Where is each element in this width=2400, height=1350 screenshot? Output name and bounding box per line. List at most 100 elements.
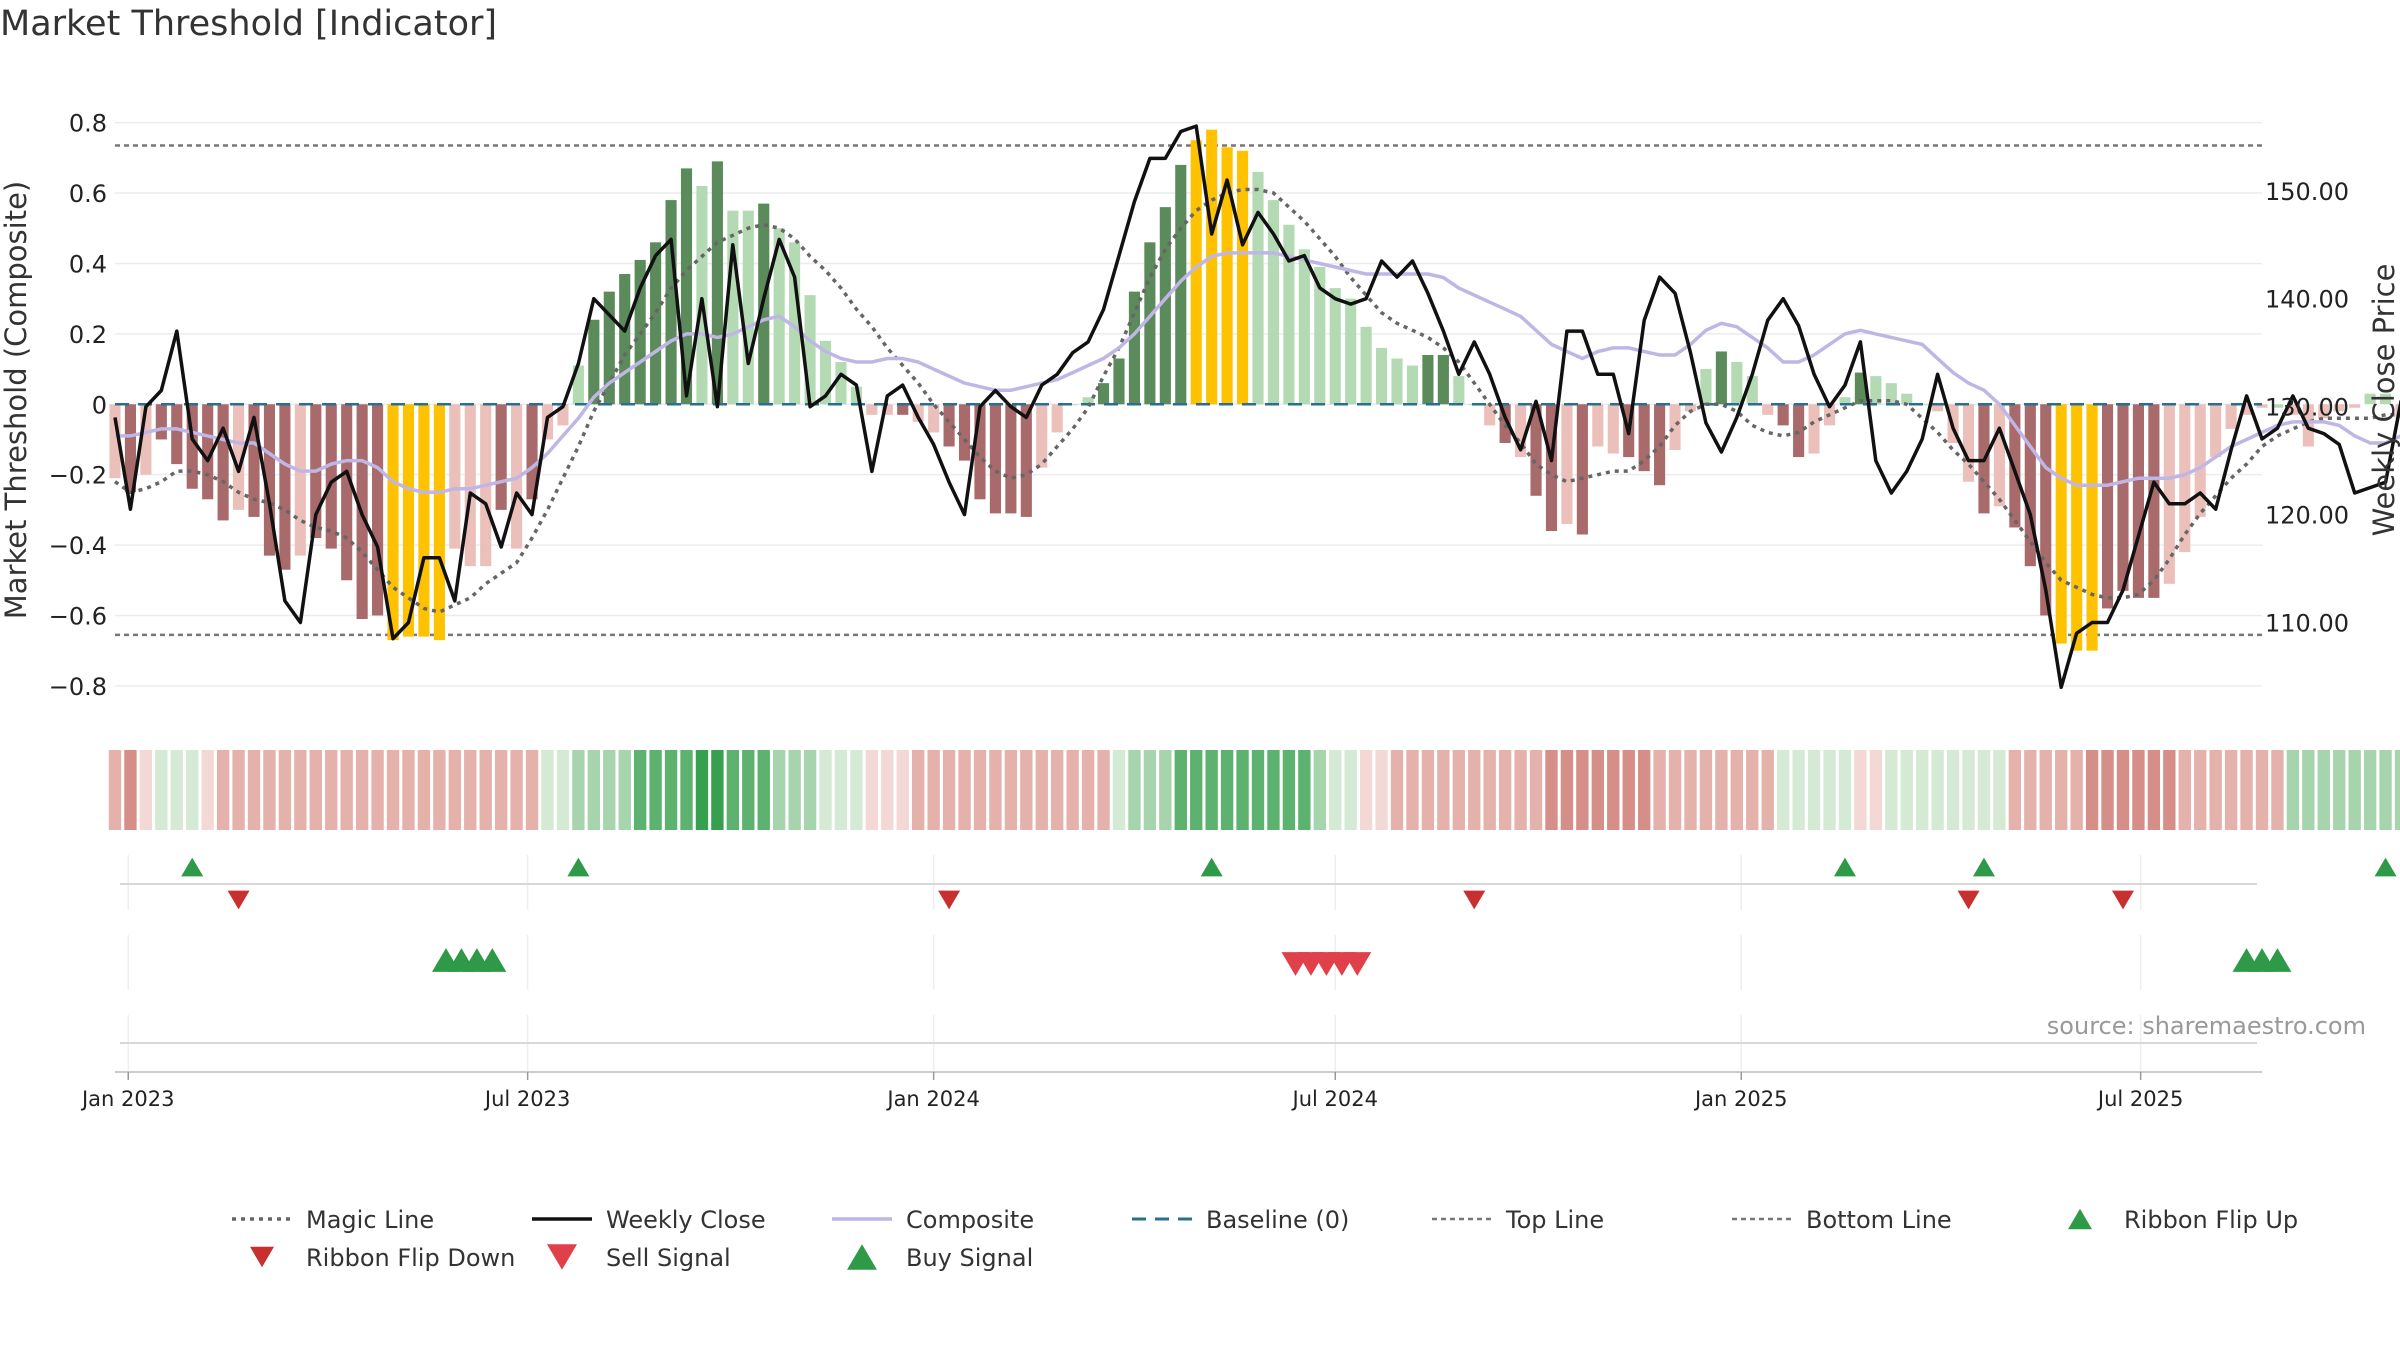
composite-bar bbox=[449, 404, 461, 549]
composite-bar bbox=[1005, 404, 1017, 514]
ribbon-cell bbox=[773, 750, 786, 830]
composite-bar bbox=[1762, 404, 1774, 415]
composite-bar bbox=[1314, 266, 1326, 405]
composite-bar bbox=[1113, 358, 1125, 405]
ribbon-cell bbox=[1977, 750, 1991, 830]
composite-bar bbox=[1051, 404, 1063, 433]
composite-bar bbox=[989, 404, 1001, 514]
composite-bar bbox=[2225, 404, 2237, 429]
ribbon-cell bbox=[1205, 750, 1218, 830]
composite-bar bbox=[1206, 129, 1218, 405]
composite-bar bbox=[1406, 365, 1419, 405]
ribbon-cell bbox=[958, 750, 971, 830]
ribbon-cell bbox=[1653, 750, 1666, 830]
ribbon-cell bbox=[232, 750, 245, 830]
ribbon-cell bbox=[1838, 750, 1852, 830]
ribbon-cell bbox=[325, 750, 338, 830]
composite-bar bbox=[588, 319, 600, 405]
ribbon-cell bbox=[1962, 750, 1975, 830]
composite-bar bbox=[1592, 404, 1604, 447]
composite-bar bbox=[171, 404, 183, 465]
ribbon-cell bbox=[402, 750, 415, 830]
legend: Magic Line Weekly Close Composite Baseline … bbox=[232, 1206, 2298, 1272]
ribbon-cell bbox=[1807, 750, 1821, 830]
ribbon-cell bbox=[726, 750, 740, 830]
composite-bar bbox=[464, 404, 476, 567]
ribbon-flip-up-marker bbox=[1972, 857, 1995, 877]
ribbon-cell bbox=[448, 750, 461, 830]
composite-bar bbox=[186, 404, 198, 489]
composite-bar bbox=[109, 404, 121, 479]
composite-bar bbox=[835, 362, 847, 405]
ribbon-cell bbox=[464, 750, 477, 830]
ribbon-cell bbox=[1545, 750, 1558, 830]
ribbon-cell bbox=[865, 750, 879, 830]
composite-bar bbox=[1036, 404, 1048, 468]
composite-bar bbox=[2009, 404, 2021, 528]
composite-bar bbox=[248, 404, 260, 517]
x-tick-label: Jul 2023 bbox=[483, 1087, 570, 1111]
ribbon-cell bbox=[1313, 750, 1326, 830]
x-tick-label: Jan 2024 bbox=[885, 1087, 980, 1111]
composite-bar bbox=[155, 404, 167, 440]
composite-bar bbox=[217, 404, 229, 521]
ribbon-cell bbox=[1375, 750, 1388, 830]
chart-title: Market Threshold [Indicator] bbox=[0, 4, 498, 44]
x-axis: Jan 2023 Jul 2023 Jan 2024 Jul 2024 Jan 2025… bbox=[80, 1071, 2262, 1111]
ribbon-cell bbox=[2008, 750, 2022, 830]
ribbon-cell bbox=[1792, 750, 1805, 830]
composite-bar bbox=[2210, 404, 2222, 458]
ribbon-cell bbox=[649, 750, 662, 830]
y2-tick-label: 120.00 bbox=[2265, 502, 2349, 530]
composite-bar bbox=[1854, 372, 1866, 405]
composite-bar bbox=[1252, 171, 1264, 405]
composite-bar bbox=[1885, 383, 1897, 405]
ribbon-cell bbox=[186, 750, 199, 830]
magic-line-series bbox=[114, 187, 2400, 614]
y-tick-label: −0.2 bbox=[49, 462, 107, 490]
composite-bar bbox=[2163, 404, 2175, 584]
x-tick-label: Jul 2024 bbox=[1291, 1087, 1378, 1111]
x-tick-label: Jan 2023 bbox=[80, 1087, 175, 1111]
composite-bar bbox=[2349, 404, 2361, 408]
ribbon-cell bbox=[881, 750, 894, 830]
composite-bar bbox=[2055, 404, 2067, 644]
composite-bar bbox=[1715, 351, 1727, 405]
sell-signal-marker bbox=[1343, 952, 1372, 976]
ribbon-cell bbox=[1622, 750, 1635, 830]
composite-bar bbox=[603, 291, 615, 405]
ribbon-cell bbox=[1174, 750, 1187, 830]
x-tick-label: Jan 2025 bbox=[1693, 1087, 1788, 1111]
ribbon-cell bbox=[1437, 750, 1450, 830]
ribbon-cell bbox=[1529, 750, 1543, 830]
ribbon-cell bbox=[572, 750, 585, 830]
ribbon-cell bbox=[340, 750, 353, 830]
legend-label: Ribbon Flip Down bbox=[306, 1244, 515, 1272]
ribbon-cell bbox=[1236, 750, 1249, 830]
ribbon-cell bbox=[201, 750, 214, 830]
ribbon-cell bbox=[1885, 750, 1898, 830]
legend-label: Magic Line bbox=[306, 1206, 434, 1234]
composite-bar bbox=[974, 404, 986, 500]
composite-bar bbox=[1731, 362, 1743, 405]
composite-bar bbox=[1082, 397, 1094, 405]
y2-tick-label: 140.00 bbox=[2265, 286, 2349, 314]
legend-label: Top Line bbox=[1505, 1206, 1604, 1234]
ribbon-cell bbox=[309, 750, 322, 830]
ribbon-cell bbox=[1081, 750, 1095, 830]
legend-label: Ribbon Flip Up bbox=[2124, 1206, 2298, 1234]
ribbon-cell bbox=[1730, 750, 1744, 830]
ribbon-cell bbox=[1097, 750, 1110, 830]
ribbon-flip-up-marker bbox=[2374, 857, 2397, 877]
composite-line-series bbox=[115, 251, 2400, 495]
composite-bar bbox=[1360, 326, 1372, 405]
ribbon-cell bbox=[711, 750, 724, 830]
ribbon-cell bbox=[1854, 750, 1867, 830]
composite-bar bbox=[958, 404, 971, 461]
composite-bar bbox=[2333, 404, 2345, 412]
legend-swatch bbox=[250, 1246, 274, 1268]
composite-bar bbox=[433, 404, 445, 641]
composite-bar bbox=[1020, 404, 1032, 517]
ribbon-cell bbox=[2178, 750, 2191, 830]
composite-bar bbox=[881, 404, 893, 415]
